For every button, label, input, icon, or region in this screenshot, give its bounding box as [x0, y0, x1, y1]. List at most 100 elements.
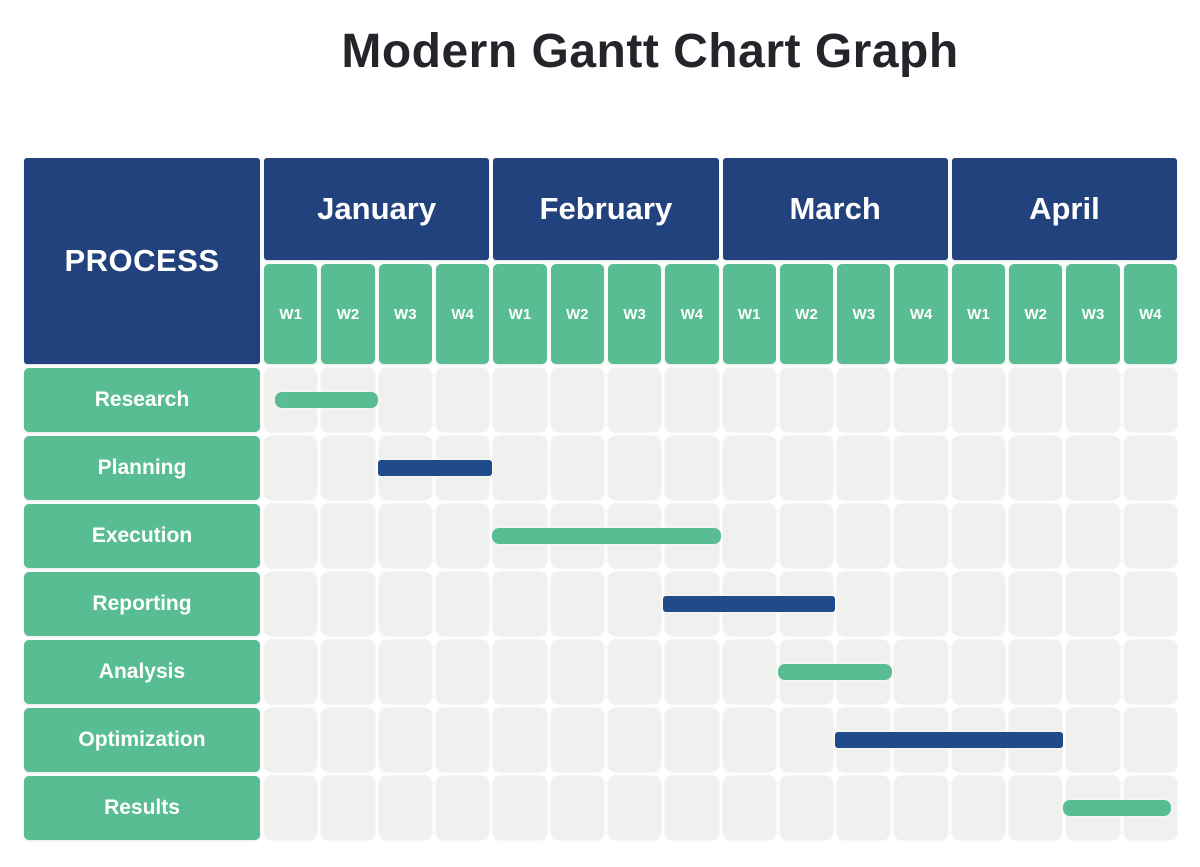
grid-cell [550, 640, 604, 704]
grid-cell [264, 776, 318, 840]
row-label-research: Research [24, 368, 260, 432]
grid-cell [1066, 436, 1120, 500]
grid-cell [1009, 776, 1063, 840]
grid-cell [607, 708, 662, 772]
week-header-april-w3: W3 [1066, 264, 1120, 364]
grid-cell [607, 776, 662, 840]
grid-cell [779, 504, 834, 568]
grid-cell [837, 776, 891, 840]
grid-cell [894, 776, 948, 840]
grid-cell [321, 504, 375, 568]
grid-cell [779, 708, 834, 772]
month-header-february: February [493, 158, 719, 260]
grid-cell [1009, 436, 1063, 500]
row-label-reporting: Reporting [24, 572, 260, 636]
gantt-bar-research [275, 392, 379, 408]
grid-cell [607, 368, 662, 432]
grid-cell [493, 708, 547, 772]
grid-cell [1009, 572, 1063, 636]
grid-cell [493, 776, 547, 840]
grid-cell [722, 504, 776, 568]
row-track-optimization [264, 708, 1177, 772]
grid-cell [550, 436, 604, 500]
week-header-april-w2: W2 [1009, 264, 1063, 364]
row-track-planning [264, 436, 1177, 500]
grid-cell [607, 436, 662, 500]
grid-cell [1066, 708, 1120, 772]
grid-cell [493, 436, 547, 500]
week-header-march-w3: W3 [837, 264, 891, 364]
grid-cell [722, 640, 776, 704]
grid-cell [550, 368, 604, 432]
grid-cell [722, 368, 776, 432]
grid-cell [951, 572, 1006, 636]
grid-cell [378, 640, 432, 704]
gantt-bar-results [1062, 800, 1172, 816]
grid-cell [722, 708, 776, 772]
grid-cell [837, 572, 891, 636]
grid-cell [321, 640, 375, 704]
month-header-april: April [951, 158, 1177, 260]
grid-cell [665, 368, 719, 432]
grid-cell [435, 572, 490, 636]
row-label-execution: Execution [24, 504, 260, 568]
grid-cell [1123, 572, 1177, 636]
grid-cell [435, 368, 490, 432]
row-track-results [264, 776, 1177, 840]
grid-cell [779, 368, 834, 432]
grid-cell [1009, 368, 1063, 432]
grid-cell [665, 436, 719, 500]
grid-cell [550, 708, 604, 772]
grid-cell [550, 776, 604, 840]
week-header-february-w3: W3 [607, 264, 662, 364]
page-title: Modern Gantt Chart Graph [341, 25, 959, 78]
grid-cell [550, 572, 604, 636]
grid-cell [493, 368, 547, 432]
grid-cell [378, 368, 432, 432]
grid-cell [493, 640, 547, 704]
grid-cell [894, 572, 948, 636]
grid-cell [1066, 504, 1120, 568]
gantt-table: PROCESS January February March April W1 W2 W3 W4… [24, 158, 1177, 840]
row-label-analysis: Analysis [24, 640, 260, 704]
grid-cell [607, 572, 662, 636]
grid-cell [321, 708, 375, 772]
grid-cell [435, 504, 490, 568]
grid-cell [264, 504, 318, 568]
week-header-april-w1: W1 [951, 264, 1006, 364]
grid-cell [894, 368, 948, 432]
grid-cell [1066, 640, 1120, 704]
week-header-january-w4: W4 [435, 264, 490, 364]
week-header-january-w1: W1 [264, 264, 318, 364]
grid-cell [665, 708, 719, 772]
grid-cell [779, 776, 834, 840]
week-header-march-w1: W1 [722, 264, 776, 364]
grid-cell [378, 776, 432, 840]
grid-cell [378, 572, 432, 636]
grid-cell [1123, 640, 1177, 704]
week-header-february-w4: W4 [665, 264, 719, 364]
row-track-research [264, 368, 1177, 432]
grid-cell [435, 708, 490, 772]
grid-cell [951, 776, 1006, 840]
grid-cell [951, 504, 1006, 568]
process-column-header: PROCESS [24, 158, 260, 364]
grid-cell [894, 436, 948, 500]
month-header-january: January [264, 158, 490, 260]
grid-cell [378, 504, 432, 568]
grid-cell [264, 708, 318, 772]
grid-cell [378, 708, 432, 772]
grid-cell [1123, 436, 1177, 500]
week-header-january-w2: W2 [321, 264, 375, 364]
gantt-bar-execution [492, 528, 721, 544]
grid-cell [264, 640, 318, 704]
grid-cell [779, 436, 834, 500]
grid-cell [722, 776, 776, 840]
grid-cell [1123, 708, 1177, 772]
grid-cell [1066, 368, 1120, 432]
grid-cell [321, 436, 375, 500]
week-header-january-w3: W3 [378, 264, 432, 364]
week-header-april-w4: W4 [1123, 264, 1177, 364]
grid-cell [435, 776, 490, 840]
week-header-february-w1: W1 [493, 264, 547, 364]
